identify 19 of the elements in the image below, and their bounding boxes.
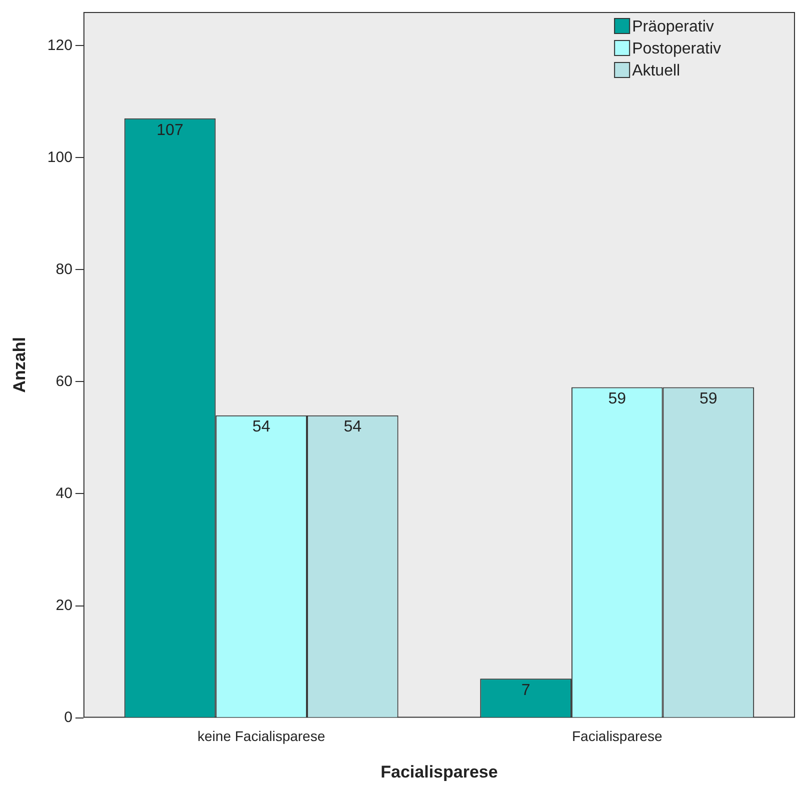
y-tick-label: 100 bbox=[47, 148, 72, 166]
y-tick-label: 0 bbox=[64, 708, 72, 726]
legend-label: Postoperativ bbox=[632, 40, 721, 58]
y-tick-label: 60 bbox=[56, 372, 72, 390]
x-axis-title: Facialisparese bbox=[380, 762, 498, 782]
data-label: 59 bbox=[608, 390, 626, 408]
data-label: 59 bbox=[700, 390, 718, 408]
legend-label: Präoperativ bbox=[632, 18, 714, 36]
y-tick-label: 20 bbox=[56, 596, 72, 614]
legend-label: Aktuell bbox=[632, 62, 680, 80]
data-label: 107 bbox=[156, 122, 184, 139]
y-tick-label: 80 bbox=[56, 260, 72, 278]
x-tick-label: keine Facialisparese bbox=[198, 728, 326, 744]
y-tick-label: 120 bbox=[47, 36, 72, 54]
data-label: 7 bbox=[521, 682, 530, 699]
data-label: 54 bbox=[252, 418, 270, 436]
y-tick-label: 40 bbox=[56, 484, 72, 502]
data-label: 54 bbox=[344, 418, 362, 436]
y-axis-title: Anzahl bbox=[10, 337, 29, 393]
